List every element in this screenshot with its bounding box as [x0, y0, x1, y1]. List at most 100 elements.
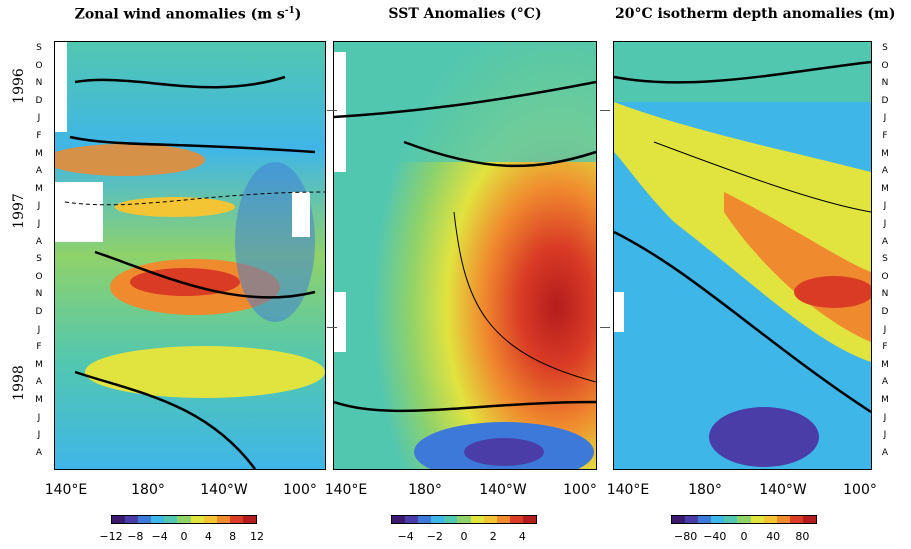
colorbar-swatch — [509, 516, 523, 523]
month-tick-label: J — [883, 113, 887, 124]
p1-xtick-140w: 140°W — [200, 482, 248, 498]
colorbar-swatch — [190, 516, 204, 523]
panel-2-top-band — [334, 42, 596, 162]
month-tick-label: O — [35, 271, 43, 282]
panel-3-missing-1 — [614, 292, 624, 332]
month-tick-label: M — [881, 395, 889, 405]
panel-1-contour-e — [64, 191, 326, 206]
month-tick-label: J — [37, 219, 41, 229]
year-boundary-mark — [327, 327, 337, 328]
month-tick-label: N — [881, 78, 889, 89]
panel-1-title-sup: -1 — [284, 6, 295, 16]
colorbar-tick: −4 — [397, 530, 414, 543]
colorbar-3 — [671, 515, 817, 524]
colorbar-swatch — [672, 516, 686, 523]
month-tick-label: M — [35, 183, 43, 194]
colorbar-swatch — [711, 516, 725, 523]
month-tick-label: J — [883, 201, 887, 212]
month-tick-label: O — [881, 60, 889, 71]
colorbar-tick: 2 — [489, 530, 497, 543]
month-tick-label: D — [35, 95, 43, 106]
month-tick-label: M — [881, 148, 889, 159]
colorbar-swatch — [203, 516, 217, 523]
p3-xtick-140e: 140°E — [606, 482, 650, 498]
p3-xtick-180: 180° — [688, 482, 722, 498]
p2-xtick-140w: 140°W — [479, 482, 527, 498]
month-tick-label: M — [35, 148, 43, 159]
panel-2-contour-c — [453, 211, 597, 383]
colorbar-swatch — [125, 516, 139, 523]
month-tick-label: J — [883, 324, 887, 335]
panel-2-svg — [333, 42, 597, 482]
colorbar-swatch — [483, 516, 497, 523]
colorbar-swatch — [737, 516, 751, 523]
colorbar-tick: −4 — [151, 530, 168, 543]
month-tick-label: J — [883, 430, 887, 441]
panel-1-title-text: Zonal wind anomalies (m s — [74, 6, 285, 23]
panel-1-contour-a — [74, 75, 286, 89]
colorbar-1 — [111, 515, 257, 524]
colorbar-swatch — [470, 516, 484, 523]
year-boundary-mark — [600, 110, 610, 111]
month-tick-label: A — [881, 377, 889, 388]
month-tick-label: J — [37, 113, 41, 124]
month-tick-label: M — [35, 395, 43, 405]
panel-3-contour-b — [613, 230, 872, 414]
colorbar-swatch — [431, 516, 445, 523]
colorbar-swatch — [750, 516, 764, 523]
colorbar-tick: −80 — [673, 530, 698, 543]
colorbar-tick: −2 — [426, 530, 443, 543]
month-tick-label: S — [882, 254, 888, 265]
month-tick-label: A — [35, 377, 43, 388]
panel-1-missing-1 — [55, 42, 67, 132]
colorbar-swatch — [242, 516, 257, 523]
p3-xtick-140w: 140°W — [759, 482, 807, 498]
colorbar-swatch — [418, 516, 432, 523]
colorbar-tick: 40 — [766, 530, 781, 543]
colorbar-swatch — [457, 516, 471, 523]
p1-xtick-180: 180° — [131, 482, 165, 498]
month-tick-label: A — [881, 236, 889, 247]
month-tick-label: J — [37, 201, 41, 212]
month-tick-label: J — [37, 412, 41, 423]
colorbar-swatch — [789, 516, 803, 523]
panel-1-title-close: ) — [294, 6, 302, 23]
month-tick-label: D — [881, 307, 889, 317]
month-tick-label: J — [37, 324, 41, 335]
panel-1-contour-b — [69, 135, 316, 154]
p3-xtick-100: 100° — [843, 482, 877, 498]
panel-3-svg — [613, 42, 874, 469]
panel-2-contour-b — [403, 140, 597, 168]
panel-2-title: SST Anomalies (°C) — [388, 6, 542, 22]
panel-3-plot — [613, 41, 874, 470]
colorbar-2 — [391, 515, 537, 524]
colorbar-tick: 0 — [180, 530, 188, 543]
month-tick-label: N — [35, 78, 43, 89]
colorbar-swatch — [698, 516, 712, 523]
colorbar-swatch — [229, 516, 243, 523]
p1-xtick-100: 100° — [283, 482, 317, 498]
panel-3-deep-blob — [709, 407, 819, 467]
panel-1-missing-2 — [55, 182, 103, 242]
colorbar-swatch — [177, 516, 191, 523]
colorbar-tick: 0 — [460, 530, 468, 543]
colorbar-swatch — [522, 516, 537, 523]
year-boundary-mark — [600, 327, 610, 328]
panel-1-title: Zonal wind anomalies (m s-1) — [68, 6, 308, 23]
panel-2-contour-a — [333, 80, 597, 119]
colorbar-swatch — [763, 516, 777, 523]
panel-2-missing-2 — [334, 292, 346, 352]
colorbar-swatch — [685, 516, 699, 523]
colorbar-swatch — [138, 516, 152, 523]
panel-3-title: 20°C isotherm depth anomalies (m) — [615, 6, 896, 22]
colorbar-swatch — [776, 516, 790, 523]
colorbar-swatch — [216, 516, 230, 523]
colorbar-swatch — [405, 516, 419, 523]
colorbar-tick: −40 — [703, 530, 727, 543]
colorbar-tick: 80 — [795, 530, 810, 543]
month-tick-label: O — [35, 60, 43, 71]
month-tick-label: N — [35, 289, 43, 300]
colorbar-swatch — [392, 516, 406, 523]
panel-2-plot — [333, 41, 597, 482]
panel-3-top-band — [614, 42, 871, 102]
